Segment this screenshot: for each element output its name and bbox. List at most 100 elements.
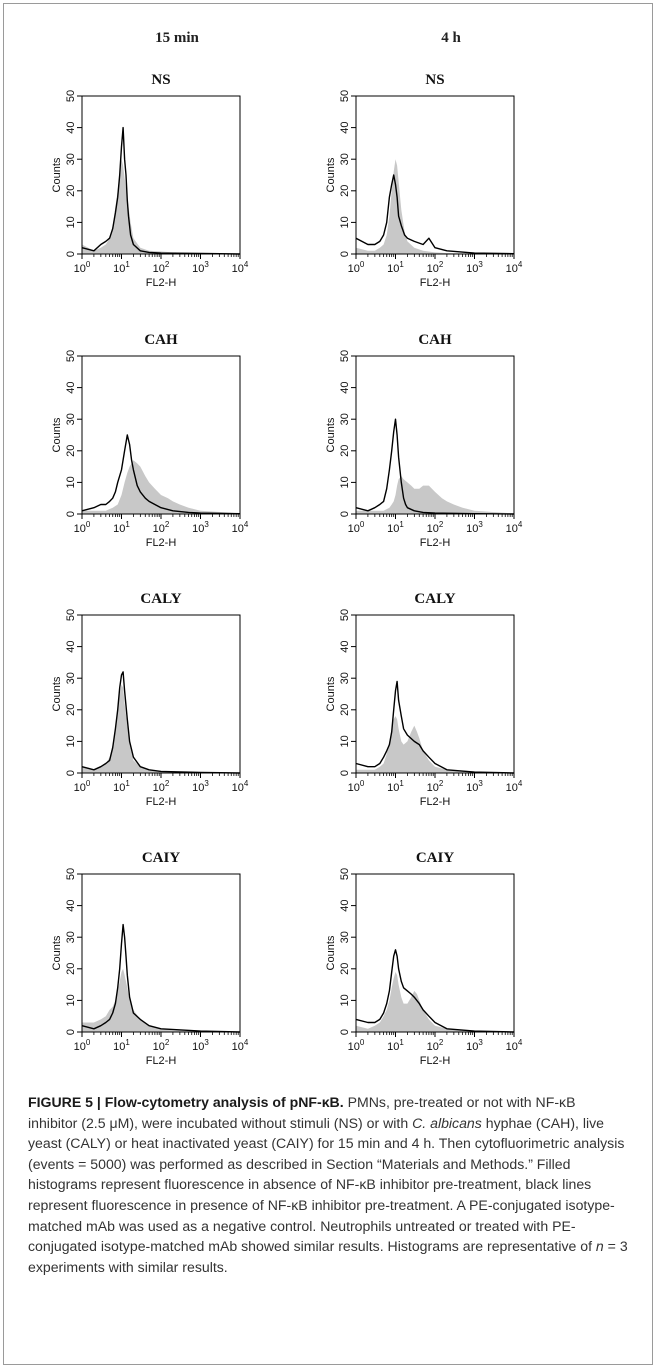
x-axis-label: FL2-H — [146, 537, 177, 549]
line-histogram-series — [355, 418, 515, 515]
histogram-svg: NS 0 10 20 30 40 50 Counts 100 101 102 103 104 FL2-H — [325, 72, 523, 289]
panel-title: NS — [151, 72, 170, 88]
caption-label: FIGURE 5 | Flow-cytometry analysis of pN… — [28, 1094, 344, 1110]
histogram-panel-ns-15min: NS 0 10 20 30 40 50 Counts 100 101 102 103 104 FL2-H — [0, 60, 260, 290]
x-tick-label: 100 — [74, 260, 91, 275]
y-tick-label: 10 — [65, 216, 77, 228]
x-tick-label: 100 — [74, 520, 91, 535]
x-tick-label: 103 — [466, 779, 483, 794]
figure-caption: FIGURE 5 | Flow-cytometry analysis of pN… — [28, 1092, 628, 1277]
y-tick-label: 50 — [65, 868, 77, 880]
y-tick-label: 20 — [65, 185, 77, 197]
y-tick-label: 20 — [65, 704, 77, 716]
x-tick-label: 104 — [506, 1038, 523, 1053]
y-tick-label: 30 — [65, 413, 77, 425]
filled-histogram-series — [356, 159, 514, 254]
histogram-panel-cah-15min: CAH 0 10 20 30 40 50 Counts 100 101 102 103 104 FL2-H — [0, 320, 260, 550]
histogram-panel-cah-4h: CAH 0 10 20 30 40 50 Counts 100 101 102 103 104 FL2-H — [274, 320, 534, 550]
x-tick-label: 104 — [506, 260, 523, 275]
panel-title: CALY — [140, 591, 181, 607]
y-tick-label: 0 — [65, 1029, 77, 1035]
x-tick-label: 101 — [387, 520, 404, 535]
x-tick-label: 101 — [113, 779, 130, 794]
column-header-15min: 15 min — [155, 30, 199, 46]
x-tick-label: 103 — [466, 1038, 483, 1053]
filled-histogram-series — [82, 684, 240, 773]
x-tick-label: 102 — [427, 779, 444, 794]
caption-n-variable: n — [595, 1238, 604, 1255]
caption-text-3: = 3 experiments with similar results. — [28, 1238, 628, 1275]
y-tick-label: 50 — [339, 90, 351, 102]
x-axis-label: FL2-H — [420, 537, 451, 549]
y-tick-label: 20 — [65, 445, 77, 457]
x-tick-label: 104 — [232, 520, 249, 535]
x-axis-label: FL2-H — [420, 277, 451, 289]
plot-frame — [81, 355, 241, 515]
histogram-panel-caly-15min: CALY 0 10 20 30 40 50 Counts 100 101 102 103 104 FL2-… — [0, 579, 260, 809]
y-tick-label: 40 — [65, 381, 77, 393]
x-tick-label: 102 — [153, 520, 170, 535]
y-tick-label: 20 — [339, 185, 351, 197]
y-axis-label: Counts — [325, 676, 337, 711]
histogram-svg: NS 0 10 20 30 40 50 Counts 100 101 102 103 104 FL2-H — [51, 72, 249, 289]
y-tick-label: 30 — [65, 931, 77, 943]
x-tick-label: 102 — [153, 779, 170, 794]
histogram-svg: CAIY 0 10 20 30 40 50 Counts 100 101 102 103 104 FL2-… — [51, 850, 249, 1067]
y-axis-label: Counts — [51, 417, 63, 452]
panel-title: CAH — [144, 332, 178, 348]
line-histogram-series — [355, 680, 515, 774]
y-tick-label: 0 — [65, 511, 77, 517]
y-tick-label: 20 — [339, 445, 351, 457]
y-tick-label: 10 — [65, 735, 77, 747]
line-histogram-series — [81, 671, 241, 774]
y-tick-label: 30 — [339, 672, 351, 684]
line-histogram-series — [81, 434, 241, 515]
y-tick-label: 10 — [339, 994, 351, 1006]
y-tick-label: 0 — [339, 251, 351, 257]
x-tick-label: 100 — [348, 779, 365, 794]
y-axis-label: Counts — [51, 676, 63, 711]
x-tick-label: 103 — [192, 779, 209, 794]
column-header-4h: 4 h — [441, 30, 461, 46]
x-axis-label: FL2-H — [146, 796, 177, 808]
y-tick-label: 40 — [65, 121, 77, 133]
plot-frame — [81, 95, 241, 255]
y-tick-label: 0 — [65, 251, 77, 257]
x-tick-label: 103 — [192, 260, 209, 275]
plot-frame — [355, 95, 515, 255]
x-tick-label: 102 — [153, 260, 170, 275]
y-tick-label: 40 — [339, 381, 351, 393]
y-tick-label: 10 — [339, 216, 351, 228]
histogram-panel-caiy-4h: CAIY 0 10 20 30 40 50 Counts 100 101 102 103 104 FL2-… — [274, 838, 534, 1068]
x-tick-label: 103 — [466, 520, 483, 535]
histogram-panel-caiy-15min: CAIY 0 10 20 30 40 50 Counts 100 101 102 103 104 FL2-… — [0, 838, 260, 1068]
histogram-svg: CALY 0 10 20 30 40 50 Counts 100 101 102 103 104 FL2-… — [51, 591, 249, 808]
y-axis-label: Counts — [51, 935, 63, 970]
plot-frame — [355, 873, 515, 1033]
figure-frame — [3, 3, 653, 1365]
x-tick-label: 100 — [74, 1038, 91, 1053]
x-axis-label: FL2-H — [420, 796, 451, 808]
y-tick-label: 40 — [65, 640, 77, 652]
filled-histogram-series — [356, 716, 514, 773]
y-axis-label: Counts — [325, 935, 337, 970]
line-histogram-series — [81, 923, 241, 1033]
histogram-svg: CAH 0 10 20 30 40 50 Counts 100 101 102 103 104 FL2-H — [51, 332, 249, 549]
x-tick-label: 100 — [348, 520, 365, 535]
y-axis-label: Counts — [325, 417, 337, 452]
y-tick-label: 50 — [65, 350, 77, 362]
x-tick-label: 101 — [387, 779, 404, 794]
histogram-svg: CAIY 0 10 20 30 40 50 Counts 100 101 102 103 104 FL2-… — [325, 850, 523, 1067]
line-histogram-series — [355, 949, 515, 1033]
y-tick-label: 50 — [339, 350, 351, 362]
y-axis-label: Counts — [325, 157, 337, 192]
y-tick-label: 40 — [65, 899, 77, 911]
x-tick-label: 103 — [466, 260, 483, 275]
x-axis-label: FL2-H — [420, 1055, 451, 1067]
y-tick-label: 40 — [339, 899, 351, 911]
y-tick-label: 50 — [65, 609, 77, 621]
x-tick-label: 102 — [427, 1038, 444, 1053]
x-tick-label: 104 — [232, 779, 249, 794]
y-tick-label: 20 — [339, 704, 351, 716]
plot-frame — [355, 355, 515, 515]
